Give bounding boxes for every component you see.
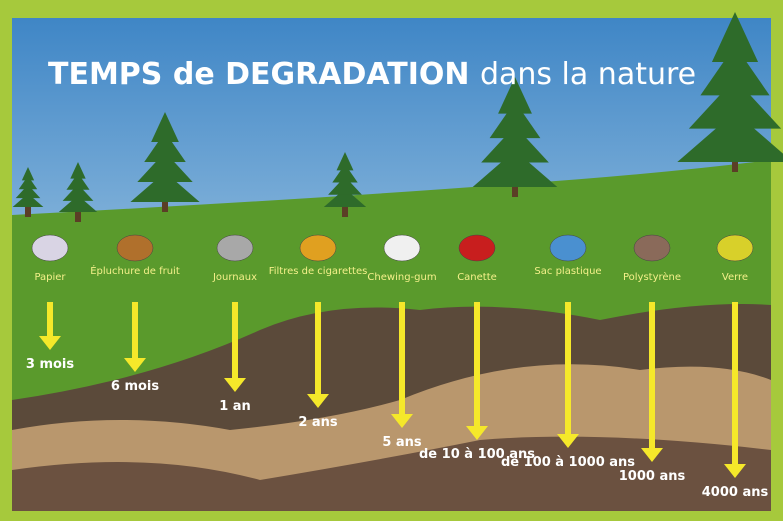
arrow-head	[641, 448, 663, 462]
tree-layer	[62, 184, 94, 201]
duration: 4000 ans	[702, 485, 769, 500]
tree-layer	[18, 175, 38, 190]
item-icon	[299, 234, 337, 262]
item-label: Papier	[34, 272, 66, 283]
tree-layer	[711, 12, 759, 62]
tree-layer	[489, 101, 541, 139]
tree-layer	[66, 173, 90, 190]
tree-layer	[151, 112, 179, 142]
tree-layer	[688, 78, 782, 129]
item-icon	[549, 234, 587, 262]
arrow-head	[224, 378, 246, 392]
title-bold: TEMPS de DEGRADATION	[48, 57, 469, 92]
trunk	[732, 160, 738, 172]
title-light: dans la nature	[480, 57, 696, 92]
tree-layer	[21, 167, 35, 181]
arrow-head	[466, 426, 488, 440]
tree-layer	[332, 164, 358, 183]
item-label: Verre	[722, 272, 748, 283]
tree-layer	[481, 125, 549, 163]
item-label: Sac plastique	[534, 266, 601, 277]
tree-layer	[677, 112, 783, 162]
trunk	[75, 210, 81, 222]
trunk	[512, 185, 518, 197]
item-label: Épluchure de fruit	[90, 264, 180, 277]
item-icon	[31, 234, 69, 262]
tree-layer	[137, 152, 193, 182]
duration: 1 an	[219, 399, 251, 414]
item-label: Chewing-gum	[367, 272, 436, 283]
arrow-head	[39, 336, 61, 350]
duration: de 10 à 100 ans	[419, 447, 535, 462]
tree-layer	[472, 150, 558, 187]
items: Papier 3 mois Épluchure de fruit 6 mois Jour…	[26, 234, 769, 500]
item-label: Canette	[457, 272, 497, 283]
duration: de 100 à 1000 ans	[501, 455, 635, 470]
tree-layer	[12, 193, 44, 207]
item-icon	[116, 234, 154, 262]
tree-layer	[130, 172, 200, 202]
soil-deep	[12, 436, 771, 511]
trunk	[342, 205, 348, 217]
tree-layer	[323, 188, 367, 207]
tree-layer	[700, 45, 770, 96]
tree-layer	[328, 176, 362, 195]
arrow-head	[124, 358, 146, 372]
arrow-head	[557, 434, 579, 448]
tree-layer	[144, 132, 186, 162]
duration: 5 ans	[382, 435, 422, 450]
item-icon	[216, 234, 254, 262]
trees	[12, 12, 783, 222]
duration: 1000 ans	[619, 469, 686, 484]
item-label: Polystyrène	[623, 271, 681, 283]
item-label: Filtres de cigarettes	[269, 266, 368, 277]
title: TEMPS de DEGRADATION dans la nature	[48, 57, 696, 92]
tree-layer	[15, 184, 41, 199]
trunk	[25, 205, 31, 217]
arrow-head	[391, 414, 413, 428]
arrow-head	[724, 464, 746, 478]
item-label: Journaux	[212, 272, 257, 283]
tree-layer	[336, 152, 354, 171]
arrow-head	[307, 394, 329, 408]
item-icon	[458, 234, 496, 262]
duration: 3 mois	[26, 357, 75, 372]
duration: 6 mois	[111, 379, 160, 394]
item-icon	[633, 234, 671, 262]
tree-layer	[58, 195, 98, 212]
item-icon	[716, 234, 754, 262]
duration: 2 ans	[298, 415, 338, 430]
tree-layer	[498, 77, 532, 114]
tree-layer	[70, 162, 86, 179]
trunk	[162, 200, 168, 212]
item-icon	[383, 234, 421, 262]
